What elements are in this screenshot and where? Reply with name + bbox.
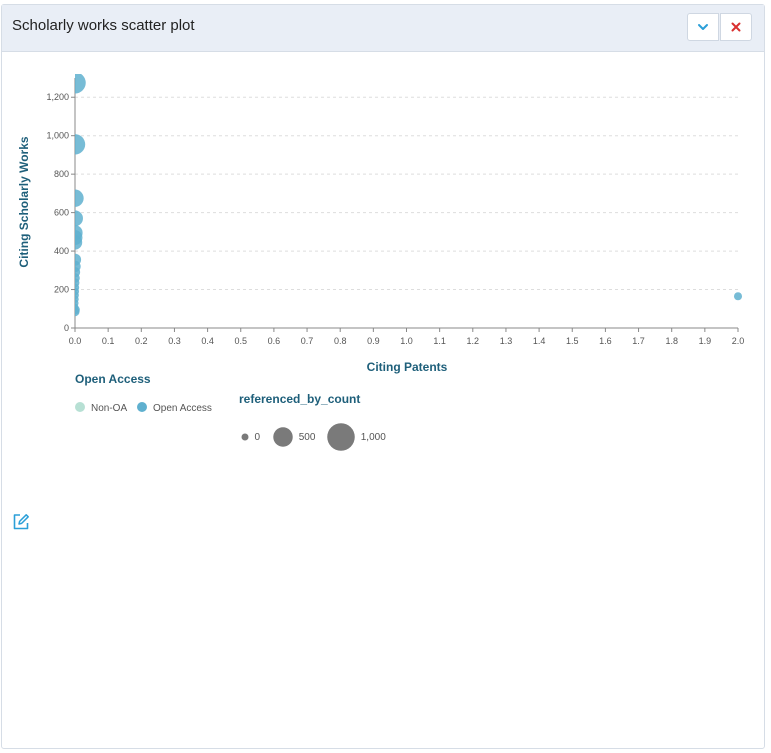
x-tick-label: 0.3 — [168, 336, 181, 346]
size-legend-title: referenced_by_count — [239, 392, 360, 406]
y-tick-label: 200 — [54, 285, 69, 295]
y-axis-title: Citing Scholarly Works — [17, 136, 31, 267]
size-legend-label: 500 — [299, 432, 316, 443]
close-button[interactable] — [720, 13, 752, 41]
scatter-plot-panel: Scholarly works scatter plot — [1, 4, 765, 749]
size-legend-label: 1,000 — [361, 432, 386, 443]
legends: Open Access Non-OA Open Access reference… — [75, 372, 386, 451]
y-tick-label: 1,000 — [46, 131, 69, 141]
legend-swatch-non-oa — [75, 402, 85, 412]
size-legend: 0 500 1,000 — [241, 423, 386, 451]
legend-swatch-open-access — [137, 402, 147, 412]
panel-header: Scholarly works scatter plot — [2, 5, 764, 52]
y-tick-label: 400 — [54, 246, 69, 256]
data-point — [75, 210, 83, 227]
x-tick-label: 1.9 — [699, 336, 712, 346]
size-legend-circle — [241, 433, 249, 441]
x-tick-label: 1.0 — [400, 336, 413, 346]
data-points — [75, 74, 743, 317]
data-point — [75, 74, 86, 94]
panel-title: Scholarly works scatter plot — [12, 17, 195, 34]
x-tick-label: 1.6 — [599, 336, 612, 346]
y-tick-label: 1,200 — [46, 92, 69, 102]
collapse-button[interactable] — [687, 13, 719, 41]
size-legend-circle — [273, 427, 293, 447]
x-tick-label: 1.3 — [500, 336, 513, 346]
x-tick-label: 1.2 — [467, 336, 480, 346]
data-point — [75, 235, 83, 250]
data-point — [75, 189, 84, 207]
data-point — [75, 134, 86, 155]
grid-lines — [75, 96, 738, 291]
x-tick-label: 1.5 — [566, 336, 579, 346]
y-tick-label: 0 — [64, 323, 69, 333]
x-tick-label: 0.0 — [69, 336, 82, 346]
edit-icon — [13, 514, 29, 530]
axes: 0 200 400 600 800 1,000 1,200 0.0 0.1 0.2 0.3 0.4 0.… — [46, 78, 744, 346]
x-axis-title: Citing Patents — [367, 360, 448, 374]
x-tick-label: 1.7 — [632, 336, 645, 346]
edit-button[interactable] — [11, 512, 31, 532]
legend-label-open-access: Open Access — [153, 403, 212, 414]
y-tick-label: 600 — [54, 208, 69, 218]
y-tick-label: 800 — [54, 169, 69, 179]
x-tick-label: 0.1 — [102, 336, 115, 346]
x-tick-label: 0.4 — [201, 336, 214, 346]
x-tick-label: 1.8 — [665, 336, 678, 346]
x-tick-label: 0.2 — [135, 336, 148, 346]
chevron-down-icon — [698, 24, 708, 30]
x-tick-label: 2.0 — [732, 336, 745, 346]
x-tick-label: 0.8 — [334, 336, 347, 346]
data-point — [733, 292, 743, 301]
x-tick-label: 1.1 — [433, 336, 446, 346]
legend-label-non-oa: Non-OA — [91, 403, 127, 414]
color-legend-title: Open Access — [75, 372, 151, 386]
size-legend-circle — [327, 423, 355, 451]
x-tick-label: 0.7 — [301, 336, 314, 346]
x-tick-label: 0.6 — [268, 336, 281, 346]
data-point — [75, 307, 80, 317]
close-icon — [731, 22, 741, 32]
x-tick-label: 0.9 — [367, 336, 380, 346]
x-tick-label: 0.5 — [234, 336, 247, 346]
size-legend-label: 0 — [255, 432, 261, 443]
x-tick-label: 1.4 — [533, 336, 546, 346]
